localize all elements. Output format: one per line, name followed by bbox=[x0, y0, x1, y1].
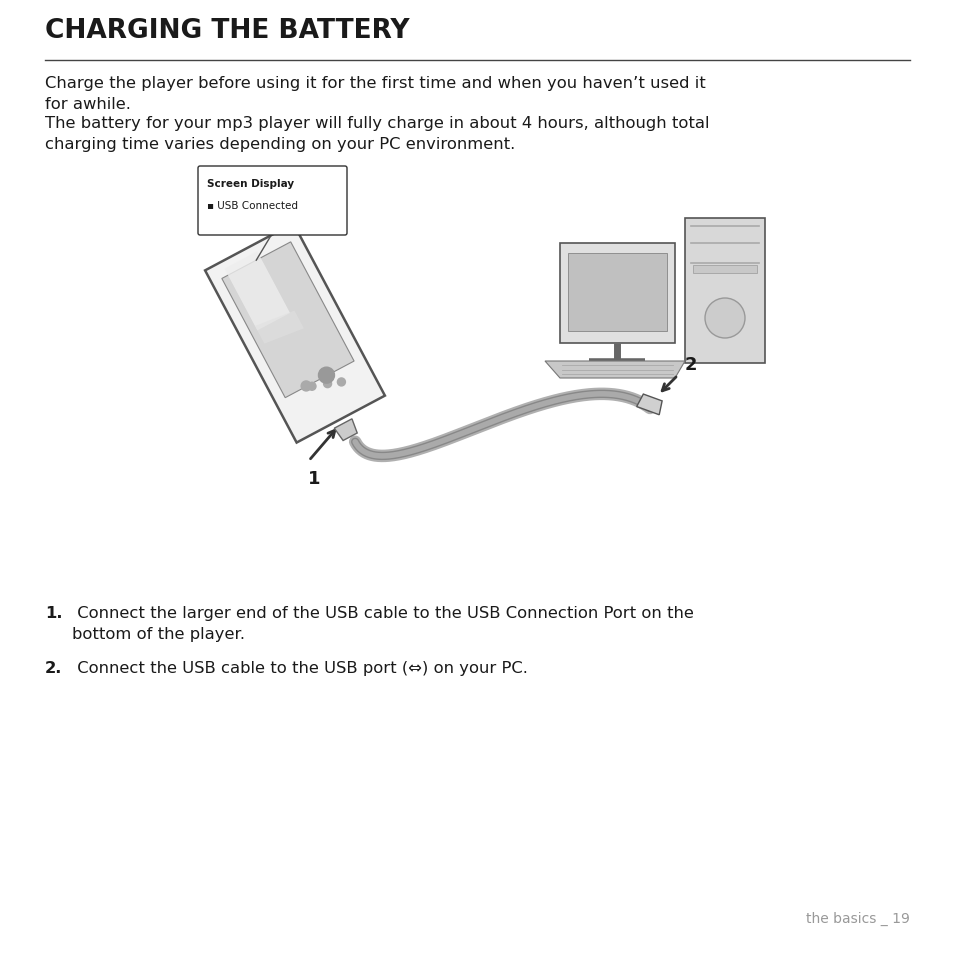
Circle shape bbox=[308, 383, 315, 391]
FancyBboxPatch shape bbox=[198, 167, 347, 235]
Polygon shape bbox=[334, 419, 356, 441]
Polygon shape bbox=[636, 395, 661, 416]
Circle shape bbox=[323, 380, 332, 388]
Text: for awhile.: for awhile. bbox=[45, 97, 131, 112]
Polygon shape bbox=[544, 361, 684, 378]
Text: 1: 1 bbox=[307, 470, 319, 487]
Circle shape bbox=[318, 368, 335, 384]
Text: Screen Display: Screen Display bbox=[207, 179, 294, 189]
FancyBboxPatch shape bbox=[684, 219, 764, 364]
Text: the basics _ 19: the basics _ 19 bbox=[805, 911, 909, 925]
Text: charging time varies depending on your PC environment.: charging time varies depending on your P… bbox=[45, 137, 515, 152]
Text: bottom of the player.: bottom of the player. bbox=[71, 626, 245, 641]
Text: 2: 2 bbox=[684, 355, 697, 374]
Text: 1.: 1. bbox=[45, 605, 63, 620]
Text: CHARGING THE BATTERY: CHARGING THE BATTERY bbox=[45, 18, 409, 44]
Polygon shape bbox=[224, 252, 290, 331]
Circle shape bbox=[337, 378, 345, 387]
Text: ▪ USB Connected: ▪ USB Connected bbox=[207, 201, 297, 211]
Polygon shape bbox=[205, 224, 384, 443]
Text: Connect the larger end of the USB cable to the USB Connection Port on the: Connect the larger end of the USB cable … bbox=[71, 605, 693, 620]
Polygon shape bbox=[222, 243, 354, 398]
FancyBboxPatch shape bbox=[692, 266, 757, 274]
Text: Charge the player before using it for the first time and when you haven’t used i: Charge the player before using it for th… bbox=[45, 76, 705, 91]
Polygon shape bbox=[254, 312, 303, 344]
Text: The battery for your mp3 player will fully charge in about 4 hours, although tot: The battery for your mp3 player will ful… bbox=[45, 116, 709, 131]
FancyBboxPatch shape bbox=[559, 244, 675, 344]
Text: 2.: 2. bbox=[45, 660, 62, 676]
Text: Connect the USB cable to the USB port (⇔) on your PC.: Connect the USB cable to the USB port (⇔… bbox=[71, 660, 527, 676]
Circle shape bbox=[301, 381, 311, 392]
Circle shape bbox=[704, 298, 744, 338]
FancyBboxPatch shape bbox=[567, 253, 666, 332]
